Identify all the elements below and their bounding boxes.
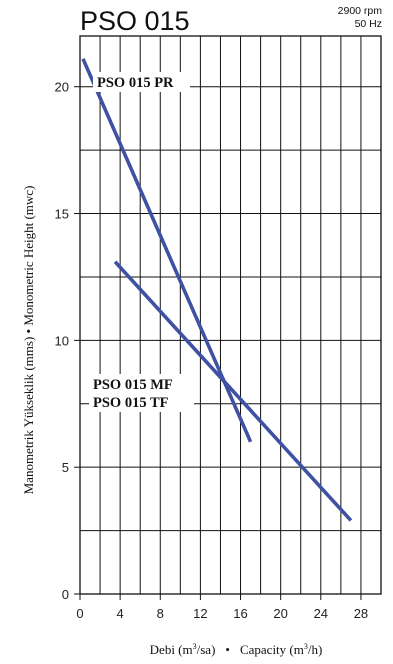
x-axis-label-suffix-end: /h)	[308, 642, 322, 657]
x-axis-label-prefix-sup: 3	[193, 642, 197, 651]
x-axis-label-prefix-end: /sa)	[197, 642, 216, 657]
series-labels: PSO 015 PR PSO 015 MF PSO 015 TF	[89, 72, 194, 412]
y-tick-label: 20	[55, 80, 69, 95]
x-tick-label: 28	[354, 606, 368, 621]
y-tick-label: 10	[55, 333, 69, 348]
grid-lines	[80, 36, 381, 594]
y-tick-label: 5	[62, 460, 69, 475]
x-axis-label-suffix-sup: 3	[304, 642, 308, 651]
x-axis-label: Debi (m3/sa) • Capacity (m3/h)	[150, 642, 323, 657]
x-axis-label-separator: •	[225, 642, 230, 657]
chart-title: PSO 015	[80, 6, 190, 36]
plot-border	[79, 35, 382, 595]
y-tick-label: 0	[62, 587, 69, 602]
series-layer	[81, 58, 353, 522]
x-tick-label: 12	[193, 606, 207, 621]
series-label-2: PSO 015 MF	[93, 377, 173, 393]
x-tick-label: 24	[314, 606, 328, 621]
chart-subtitle-hz: 50 Hz	[355, 18, 382, 30]
x-axis-label-prefix: Debi (m	[150, 642, 193, 657]
series-line-2	[113, 260, 353, 522]
x-tick-label: 0	[76, 606, 83, 621]
series-label-bg	[93, 72, 190, 92]
y-axis-label: Manometrik Yükseklik (mms) • Monometric …	[21, 186, 36, 495]
series-label-2: PSO 015 TF	[93, 395, 169, 411]
plot-frame	[79, 35, 382, 595]
x-axis-label-suffix: Capacity (m	[240, 642, 304, 657]
x-tick-label: 20	[273, 606, 287, 621]
x-tick-label: 16	[233, 606, 247, 621]
series-label-1: PSO 015 PR	[97, 75, 174, 91]
x-tick-labels: 0 4 8 12 16 20 24 28	[76, 594, 368, 621]
y-tick-label: 15	[55, 207, 69, 222]
chart-subtitle-rpm: 2900 rpm	[338, 5, 383, 17]
x-tick-label: 8	[157, 606, 164, 621]
x-tick-label: 4	[117, 606, 124, 621]
y-tick-labels: 0 5 10 15 20	[55, 80, 80, 602]
series-label-bg	[89, 374, 194, 412]
